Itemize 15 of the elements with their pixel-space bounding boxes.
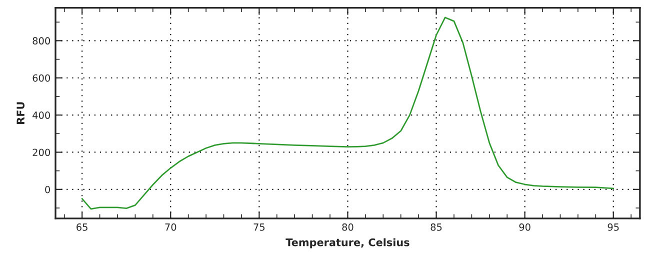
x-tick-label: 65 xyxy=(76,223,88,231)
x-axis-title: Temperature, Celsius xyxy=(286,238,410,248)
x-tick-label: 75 xyxy=(254,224,265,231)
y-tick-label: 200 xyxy=(32,148,50,156)
y-axis-title: RFU xyxy=(16,102,25,124)
x-tick-label: 85 xyxy=(430,223,442,231)
x-tick-label: 90 xyxy=(519,223,530,231)
x-tick-label: 70 xyxy=(165,223,176,231)
y-tick-label: 0 xyxy=(45,186,50,194)
y-tick-label: 400 xyxy=(32,112,50,119)
x-tick-label: 95 xyxy=(608,223,619,231)
line-series xyxy=(81,16,614,210)
y-tick-label: 800 xyxy=(32,37,50,45)
x-tick-label: 80 xyxy=(342,223,354,231)
y-tick-label: 600 xyxy=(32,74,50,82)
